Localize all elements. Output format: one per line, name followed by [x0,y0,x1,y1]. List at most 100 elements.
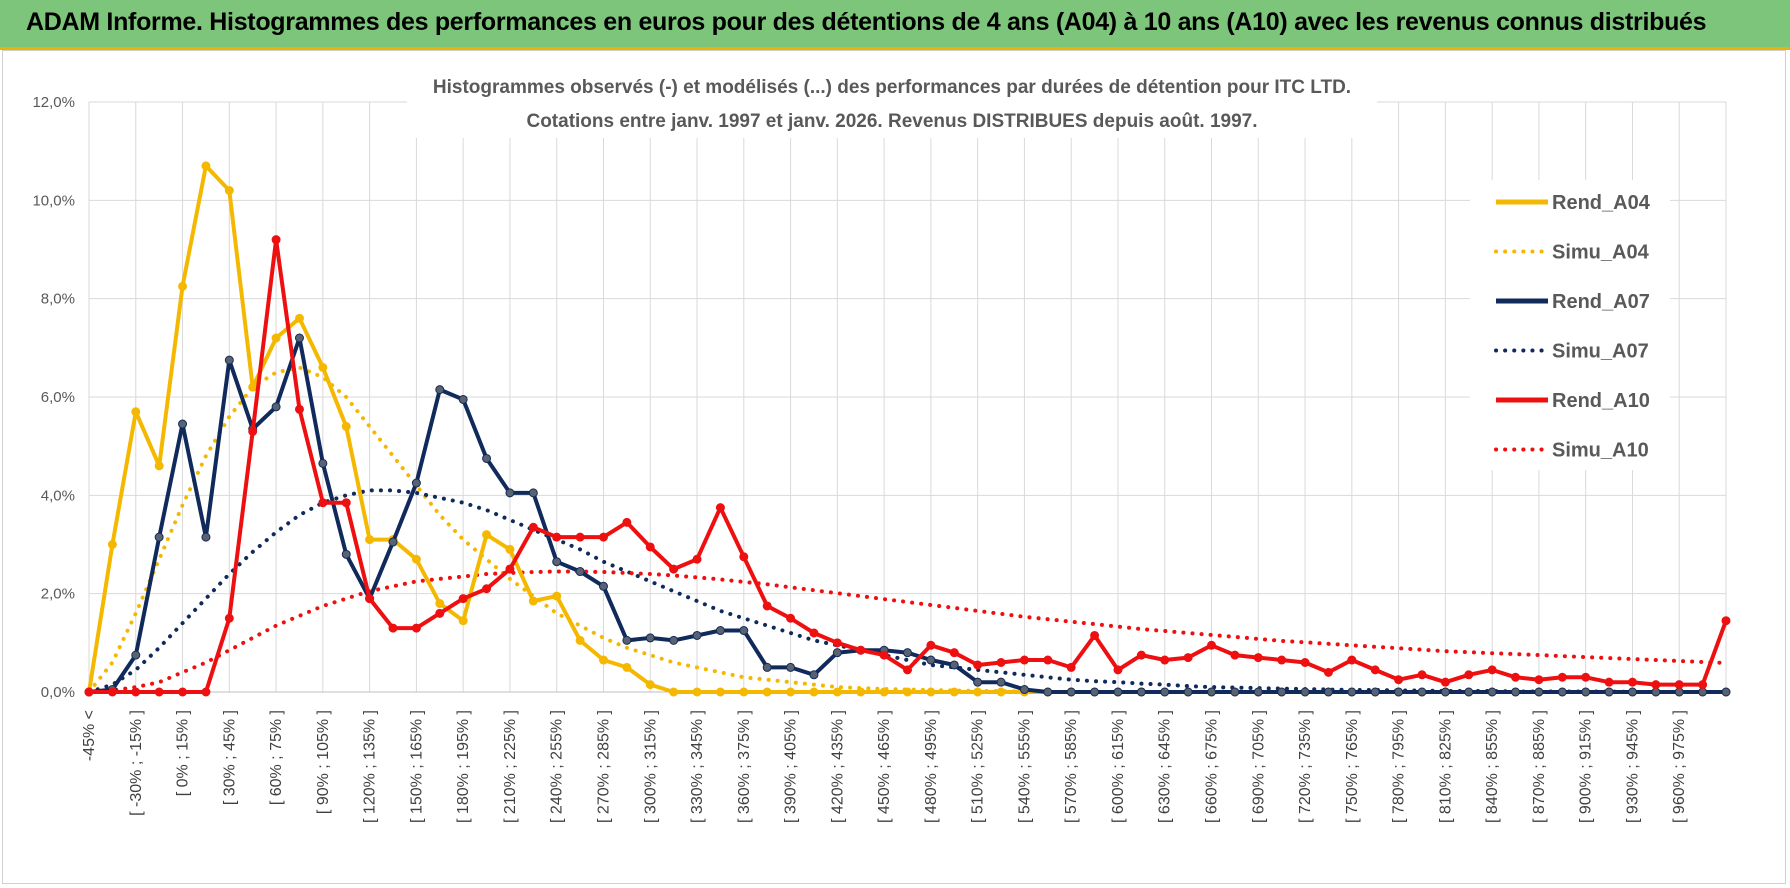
data-point [1300,687,1310,697]
data-point [832,648,842,658]
series-Simu_A04 [87,365,1728,694]
data-point [107,540,117,549]
report-banner: ADAM Informe. Histogrammes des performan… [0,0,1790,50]
x-tick-label: [ 0% ; 15% ] [175,710,192,796]
data-point [856,687,866,697]
data-point [949,660,959,670]
data-point [201,161,211,171]
data-point [1651,687,1661,697]
data-point [762,601,772,611]
series-line-Simu_A10 [87,569,1728,694]
data-point [505,564,515,574]
legend-background [1470,180,1670,470]
data-point [224,186,234,195]
data-point [1604,677,1614,687]
data-point [248,426,258,436]
data-point [1440,687,1450,697]
data-point [645,542,655,552]
data-point [669,564,679,574]
data-point [435,608,445,618]
data-point [996,677,1006,687]
data-point [1207,687,1217,697]
data-point [1464,687,1474,697]
data-point [1253,653,1263,663]
data-point [528,522,538,532]
x-tick-label: [ 60% ; 75% ] [268,710,285,805]
x-tick-label: [ 150% ; 165% ] [408,710,425,823]
legend-item-Rend_A04: Rend_A04 [1496,192,1651,214]
data-point [1370,665,1380,675]
data-point [388,537,398,547]
data-point [341,549,351,559]
data-point [1721,687,1731,697]
data-point [669,687,679,697]
axes: 0,0% 2,0% 4,0% 6,0% 8,0% 10,0% 12,0% -45% < [ -3… [32,94,1726,823]
x-tick-label: [ 390% ; 405% ] [783,710,800,823]
data-point [482,584,492,594]
y-tick-label: 2,0% [41,586,75,603]
data-point [762,662,772,672]
x-tick-label: [ 810% ; 825% ] [1437,710,1454,823]
legend-item-Rend_A10: Rend_A10 [1496,390,1650,412]
data-point [1534,687,1544,697]
data-point [178,419,188,429]
data-point [154,461,164,471]
data-point [107,687,117,697]
data-point [715,687,725,697]
data-point [832,687,842,697]
data-point [341,498,351,508]
data-point [1323,687,1333,697]
data-point [715,503,725,513]
plot-area [84,161,1731,697]
data-point [458,394,468,404]
x-tick-label: [ 960% ; 975% ] [1671,710,1688,823]
data-point [131,407,141,417]
data-point [739,687,749,697]
data-point [1090,687,1100,697]
data-point [1066,662,1076,672]
data-point [294,404,304,414]
legend-label: Simu_A04 [1552,242,1650,264]
data-point [1440,677,1450,687]
y-tick-label: 4,0% [41,487,75,504]
chart-title-background [407,66,1377,138]
data-point [739,552,749,562]
data-point [1300,658,1310,667]
data-point [575,567,585,577]
data-point [598,581,608,591]
x-tick-label: [ -30% ; -15% ] [128,710,145,816]
data-point [1323,667,1333,677]
data-point [809,670,819,680]
x-tick-label: [ 930% ; 945% ] [1624,710,1641,823]
data-point [458,616,468,626]
data-point [1511,672,1521,682]
data-point [201,687,211,697]
series-Simu_A07 [87,488,1728,694]
report-title: ADAM Informe. Histogrammes des performan… [26,8,1707,36]
y-tick-label: 8,0% [41,291,75,308]
chart-title-group: Histogrammes observés (-) et modélisés (… [407,66,1377,138]
data-point [715,626,725,636]
legend-label: Rend_A04 [1552,192,1651,214]
data-point [739,626,749,636]
data-point [1581,672,1591,682]
data-point [1464,670,1474,680]
x-tick-label: [ 300% ; 315% ] [642,710,659,823]
data-point [1557,672,1567,682]
data-point [318,363,328,372]
data-point [365,594,375,604]
x-tick-label: [ 480% ; 495% ] [923,710,940,823]
data-point [411,554,421,564]
data-point [575,532,585,542]
data-point [1136,650,1146,660]
data-point [692,554,702,564]
data-point [1698,680,1708,690]
data-point [1511,687,1521,697]
chart-frame [2,50,1786,884]
data-point [786,613,796,623]
legend-item-Simu_A07: Simu_A07 [1494,341,1649,363]
data-point [271,333,281,343]
y-tick-label: 12,0% [32,94,75,111]
data-point [973,660,983,670]
data-point [598,532,608,542]
